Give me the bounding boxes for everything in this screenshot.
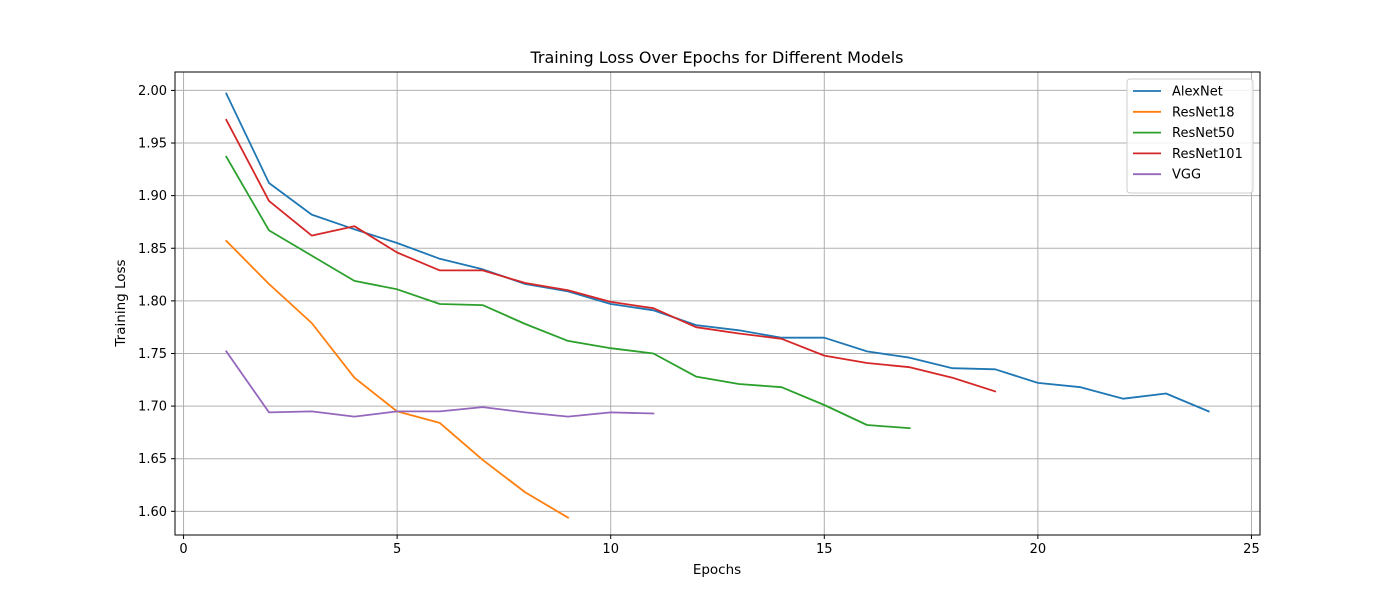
axis-ticks: 0 5 10 15 20 25 1.60 1.65 1.70 1.75 1.80 1.85 1.90 1.… [138, 84, 1260, 557]
legend-label: AlexNet [1172, 85, 1223, 100]
y-tick-label: 1.80 [138, 294, 167, 309]
legend: AlexNet ResNet18 ResNet50 ResNet101 VGG [1126, 78, 1254, 194]
legend-label: ResNet50 [1172, 126, 1235, 141]
x-tick-label: 0 [179, 542, 187, 557]
x-tick-label: 15 [816, 542, 833, 557]
legend-label: ResNet18 [1172, 105, 1235, 120]
y-tick-label: 1.75 [138, 347, 167, 362]
chart-title: Training Loss Over Epochs for Different … [529, 48, 903, 67]
y-tick-label: 1.85 [138, 242, 167, 257]
y-tick-label: 1.70 [138, 400, 167, 415]
y-tick-label: 1.95 [138, 137, 167, 152]
y-tick-label: 1.60 [138, 505, 167, 520]
grid [175, 72, 1260, 535]
legend-label: ResNet101 [1172, 147, 1243, 162]
x-tick-label: 5 [393, 542, 401, 557]
series-line-vgg [225, 350, 655, 418]
series-line-resnet101 [225, 118, 997, 393]
series-line-resnet50 [225, 155, 911, 430]
plot-frame [174, 71, 1261, 536]
y-tick-label: 1.90 [138, 189, 167, 204]
y-tick-label: 1.65 [138, 452, 167, 467]
x-axis-title: Epochs [693, 562, 741, 578]
x-tick-label: 20 [1030, 542, 1047, 557]
x-tick-label: 25 [1243, 542, 1260, 557]
x-tick-label: 10 [602, 542, 619, 557]
y-tick-label: 2.00 [138, 84, 167, 99]
legend-label: VGG [1172, 168, 1201, 183]
legend-box [1126, 78, 1254, 194]
series-lines [225, 92, 1210, 519]
y-axis-title: Training Loss [113, 259, 129, 347]
series-line-alexnet [225, 92, 1210, 413]
